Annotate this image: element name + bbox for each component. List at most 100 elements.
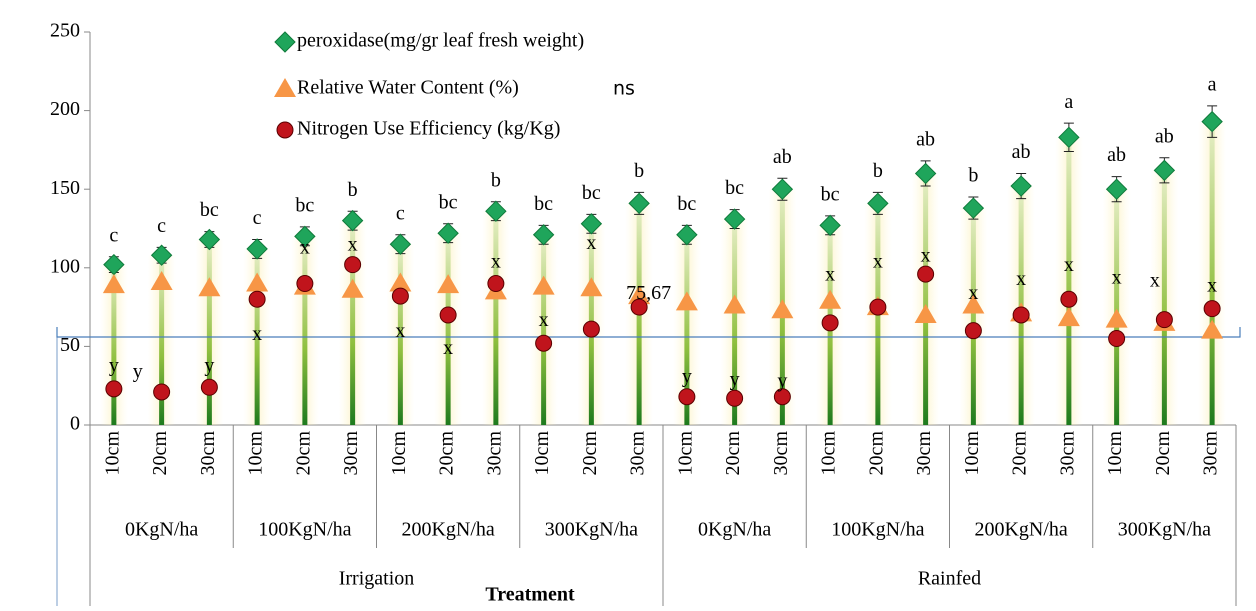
annotation: x — [921, 244, 931, 266]
marker-circle — [773, 388, 791, 406]
marker-circle — [726, 389, 744, 407]
marker-diamond — [962, 197, 985, 219]
marker-triangle — [341, 278, 364, 298]
stem — [302, 236, 308, 425]
marker-circle — [391, 287, 409, 305]
marker-circle — [1108, 330, 1126, 348]
group-label: 0KgN/ha — [698, 519, 771, 541]
legend-label: Nitrogen Use Efficiency (kg/Kg) — [297, 118, 560, 140]
marker-triangle — [771, 299, 794, 319]
x-tick-label: 20cm — [865, 431, 887, 476]
marker-triangle — [198, 277, 221, 297]
x-tick-label: 20cm — [149, 431, 171, 476]
x-tick-label: 10cm — [818, 431, 840, 476]
x-tick-label: 10cm — [388, 431, 410, 476]
significance-letter: bc — [677, 193, 696, 215]
y-tick-label: 150 — [50, 177, 80, 199]
group-label: 100KgN/ha — [258, 519, 351, 541]
x-axis-title: Treatment — [485, 584, 575, 606]
marker-diamond — [389, 233, 412, 255]
marker-circle — [678, 388, 696, 406]
group-label: 200KgN/ha — [401, 519, 494, 541]
annotation: y — [204, 354, 214, 376]
legend-marker — [274, 31, 296, 53]
marker-diamond — [246, 238, 268, 260]
annotation: x — [300, 237, 310, 259]
marker-diamond — [485, 200, 507, 222]
marker-diamond — [294, 225, 316, 248]
x-tick-label: 30cm — [1056, 431, 1078, 476]
stem — [684, 234, 690, 425]
y-tick-label: 50 — [60, 334, 80, 356]
stem — [206, 239, 212, 425]
significance-letter: bc — [200, 199, 219, 221]
stem — [1209, 121, 1215, 425]
annotation: y — [682, 365, 692, 387]
marker-circle — [439, 306, 457, 324]
marker-diamond — [914, 162, 937, 185]
marker-diamond — [771, 178, 794, 200]
stem — [732, 219, 738, 425]
marker-circle — [487, 275, 505, 293]
significance-letter: c — [109, 224, 118, 246]
significance-letter: ab — [773, 146, 792, 168]
marker-diamond — [1010, 175, 1032, 197]
stem — [923, 173, 929, 425]
significance-letter: bc — [439, 191, 458, 213]
marker-circle — [964, 322, 982, 340]
marker-triangle — [580, 277, 603, 297]
marker-circle — [1155, 311, 1173, 329]
legend-marker — [276, 121, 294, 139]
significance-letter: a — [1064, 91, 1073, 113]
significance-letter: bc — [725, 177, 744, 199]
marker-diamond — [437, 222, 459, 244]
significance-letter: b — [873, 160, 883, 182]
marker-diamond — [1058, 126, 1080, 149]
marker-triangle — [1201, 319, 1224, 339]
group-label: 0KgN/ha — [125, 519, 198, 541]
stem — [1161, 170, 1167, 425]
marker-triangle — [102, 274, 125, 294]
super-group-label: Irrigation — [339, 568, 415, 590]
significance-letter: ab — [916, 128, 935, 150]
x-tick-label: 10cm — [961, 431, 983, 476]
marker-diamond — [198, 228, 221, 251]
significance-letter: bc — [582, 182, 601, 204]
significance-letter: ab — [1155, 125, 1174, 147]
y-tick-label: 250 — [50, 20, 80, 42]
y-tick-label: 100 — [50, 255, 80, 277]
x-tick-label: 30cm — [340, 431, 362, 476]
x-tick-label: 30cm — [1200, 431, 1222, 476]
marker-circle — [248, 290, 266, 308]
stem — [970, 208, 976, 425]
x-tick-label: 20cm — [436, 431, 458, 476]
annotation: x — [873, 251, 883, 273]
stem — [1114, 189, 1120, 425]
significance-letter: b — [968, 165, 978, 187]
marker-diamond — [1201, 110, 1223, 133]
x-tick-label: 10cm — [674, 431, 696, 476]
marker-diamond — [628, 192, 650, 215]
marker-triangle — [1105, 308, 1128, 328]
x-tick-label: 20cm — [1152, 431, 1174, 476]
marker-circle — [344, 256, 362, 274]
annotation: 75,67 — [626, 282, 671, 304]
marker-circle — [296, 275, 314, 293]
marker-triangle — [437, 274, 460, 294]
x-tick-label: 30cm — [913, 431, 935, 476]
annotation: x — [1064, 254, 1074, 276]
marker-diamond — [580, 213, 603, 235]
annotation: x — [539, 309, 549, 331]
legend-marker — [274, 78, 296, 97]
annotation: x — [1207, 274, 1217, 296]
significance-letter: c — [396, 202, 405, 224]
marker-circle — [1060, 290, 1078, 308]
marker-diamond — [1105, 178, 1128, 200]
x-tick-label: 20cm — [722, 431, 744, 476]
significance-letter: bc — [295, 195, 314, 217]
stem — [397, 244, 403, 425]
legend-note: ns — [613, 78, 635, 100]
group-label: 300KgN/ha — [545, 519, 638, 541]
stem — [493, 211, 499, 425]
